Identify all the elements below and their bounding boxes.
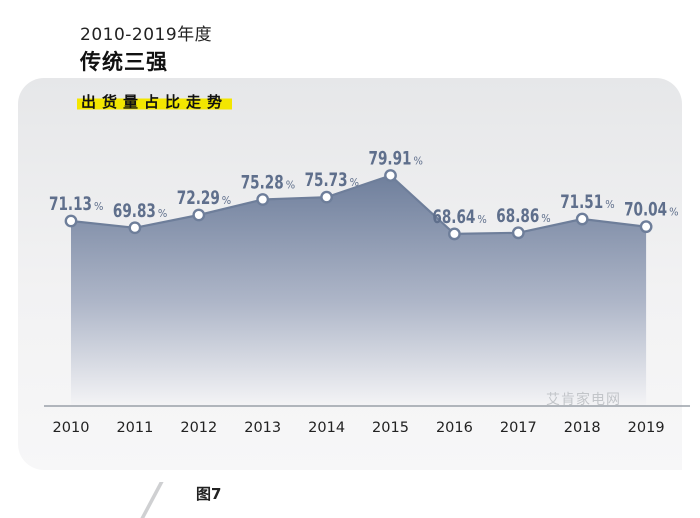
- data-point-2015: [384, 169, 397, 182]
- data-point-2019: [639, 220, 653, 234]
- x-tick-label-2011: 2011: [116, 420, 153, 436]
- data-label-2016: 68.64%: [432, 206, 486, 228]
- x-tick-label-2019: 2019: [628, 420, 665, 436]
- data-label-2015: 79.91%: [369, 147, 423, 169]
- data-point-2012: [192, 208, 206, 222]
- data-label-2018: 71.51%: [560, 191, 614, 213]
- x-tick-label-2018: 2018: [564, 420, 601, 436]
- x-tick-label-2015: 2015: [372, 420, 409, 436]
- watermark-text: 艾肯家电网: [546, 392, 621, 408]
- data-point-2017: [511, 226, 525, 240]
- x-tick-label-2014: 2014: [308, 420, 345, 436]
- data-label-2017: 68.86%: [496, 205, 550, 227]
- data-label-2019: 70.04%: [624, 199, 678, 221]
- x-tick-label-2016: 2016: [436, 420, 473, 436]
- data-point-2018: [575, 212, 589, 226]
- data-point-2013: [256, 193, 270, 206]
- x-tick-label-2012: 2012: [180, 420, 217, 436]
- figure-label: 图7: [196, 485, 222, 503]
- data-point-2011: [128, 221, 142, 235]
- data-label-2014: 75.73%: [305, 169, 359, 191]
- data-label-2013: 75.28%: [241, 171, 295, 193]
- x-tick-label-2017: 2017: [500, 420, 537, 436]
- data-label-2010: 71.13%: [49, 193, 103, 215]
- chart-subtitle: 出货量占比走势: [77, 91, 233, 112]
- data-label-2012: 72.29%: [177, 187, 231, 209]
- page-title: 传统三强: [80, 50, 168, 74]
- data-point-2016: [447, 227, 461, 241]
- data-point-2010: [64, 214, 78, 228]
- x-tick-label-2013: 2013: [244, 420, 281, 436]
- data-point-2014: [320, 190, 333, 204]
- data-label-2011: 69.83%: [113, 200, 167, 222]
- series-line: [70, 174, 647, 236]
- x-tick-label-2010: 2010: [53, 420, 90, 436]
- year-range-heading: 2010-2019年度: [80, 25, 213, 45]
